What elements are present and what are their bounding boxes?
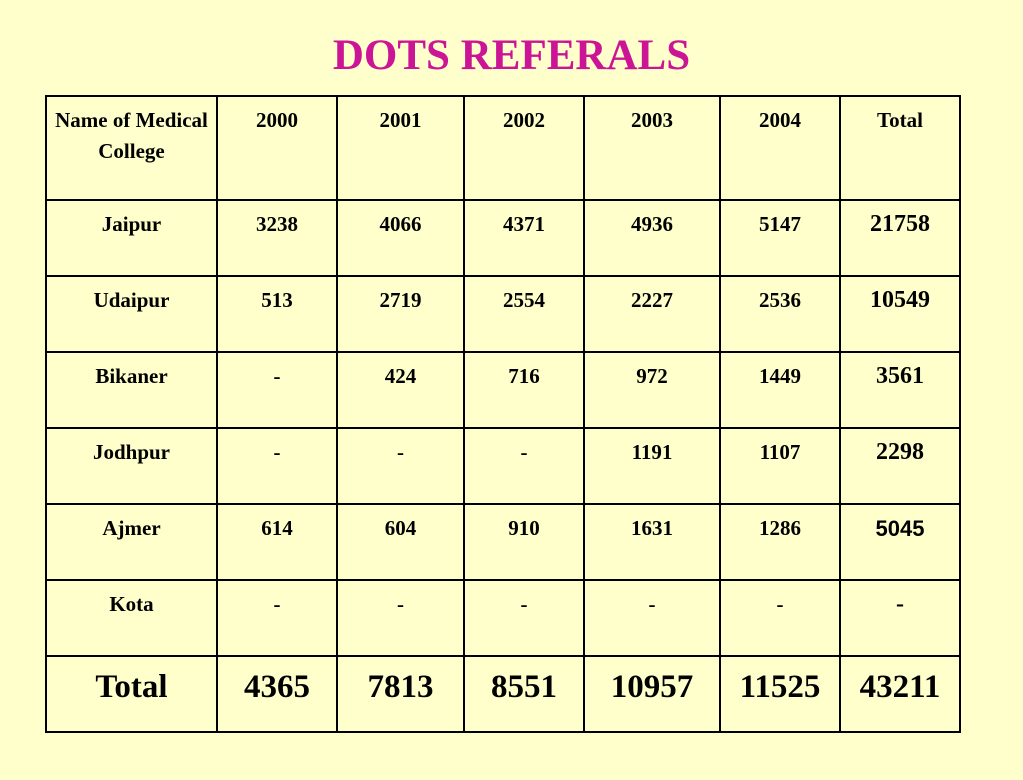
total-cell: 4365 — [216, 655, 338, 733]
grand-total-row: Total 4365 7813 8551 10957 11525 43211 — [45, 655, 961, 733]
row-total-cell: 3561 — [839, 351, 961, 429]
table-cell: 2536 — [719, 275, 841, 353]
dots-referrals-table: Name of Medical College 2000 2001 2002 2… — [45, 95, 961, 733]
table-cell: 4066 — [336, 199, 465, 277]
header-cell: 2002 — [463, 95, 585, 201]
college-name-cell: Kota — [45, 579, 218, 657]
table-cell: 972 — [583, 351, 721, 429]
grand-total-cell: 43211 — [839, 655, 961, 733]
header-cell: 2004 — [719, 95, 841, 201]
table-cell: 1286 — [719, 503, 841, 581]
table-row: Jodhpur - - - 1191 1107 2298 — [45, 427, 961, 505]
table-cell: 2719 — [336, 275, 465, 353]
table-cell: - — [463, 579, 585, 657]
college-name-cell: Ajmer — [45, 503, 218, 581]
table-cell: - — [216, 427, 338, 505]
row-total-cell: 10549 — [839, 275, 961, 353]
row-total-cell: - — [839, 579, 961, 657]
table-cell: 1191 — [583, 427, 721, 505]
college-name-cell: Jaipur — [45, 199, 218, 277]
row-total-cell: 2298 — [839, 427, 961, 505]
table-cell: 4371 — [463, 199, 585, 277]
header-cell: Name of Medical College — [45, 95, 218, 201]
table-cell: - — [336, 579, 465, 657]
table-cell: 5147 — [719, 199, 841, 277]
college-name-cell: Udaipur — [45, 275, 218, 353]
total-cell: 8551 — [463, 655, 585, 733]
total-cell: 11525 — [719, 655, 841, 733]
header-cell: 2003 — [583, 95, 721, 201]
table-cell: 4936 — [583, 199, 721, 277]
table-cell: 2227 — [583, 275, 721, 353]
header-cell: 2001 — [336, 95, 465, 201]
table-cell: 513 — [216, 275, 338, 353]
total-cell: 7813 — [336, 655, 465, 733]
table-header-row: Name of Medical College 2000 2001 2002 2… — [45, 95, 961, 201]
total-cell: 10957 — [583, 655, 721, 733]
college-name-cell: Jodhpur — [45, 427, 218, 505]
table-cell: 424 — [336, 351, 465, 429]
row-total-cell: 21758 — [839, 199, 961, 277]
table-cell: 1449 — [719, 351, 841, 429]
total-label-cell: Total — [45, 655, 218, 733]
table-row: Udaipur 513 2719 2554 2227 2536 10549 — [45, 275, 961, 353]
table-cell: - — [216, 351, 338, 429]
table-row: Jaipur 3238 4066 4371 4936 5147 21758 — [45, 199, 961, 277]
table-cell: - — [583, 579, 721, 657]
table-row: Ajmer 614 604 910 1631 1286 5045 — [45, 503, 961, 581]
header-cell: 2000 — [216, 95, 338, 201]
table-cell: 604 — [336, 503, 465, 581]
table-cell: - — [336, 427, 465, 505]
table-cell: 614 — [216, 503, 338, 581]
row-total-cell: 5045 — [839, 503, 961, 581]
table-cell: 3238 — [216, 199, 338, 277]
table-cell: 2554 — [463, 275, 585, 353]
table-cell: - — [463, 427, 585, 505]
table-cell: 1631 — [583, 503, 721, 581]
page-title: DOTS REFERALS — [332, 32, 691, 79]
table-cell: 716 — [463, 351, 585, 429]
header-cell: Total — [839, 95, 961, 201]
table-row: Kota - - - - - - — [45, 579, 961, 657]
college-name-cell: Bikaner — [45, 351, 218, 429]
table-cell: 1107 — [719, 427, 841, 505]
table-cell: 910 — [463, 503, 585, 581]
table-cell: - — [216, 579, 338, 657]
table-row: Bikaner - 424 716 972 1449 3561 — [45, 351, 961, 429]
table-cell: - — [719, 579, 841, 657]
